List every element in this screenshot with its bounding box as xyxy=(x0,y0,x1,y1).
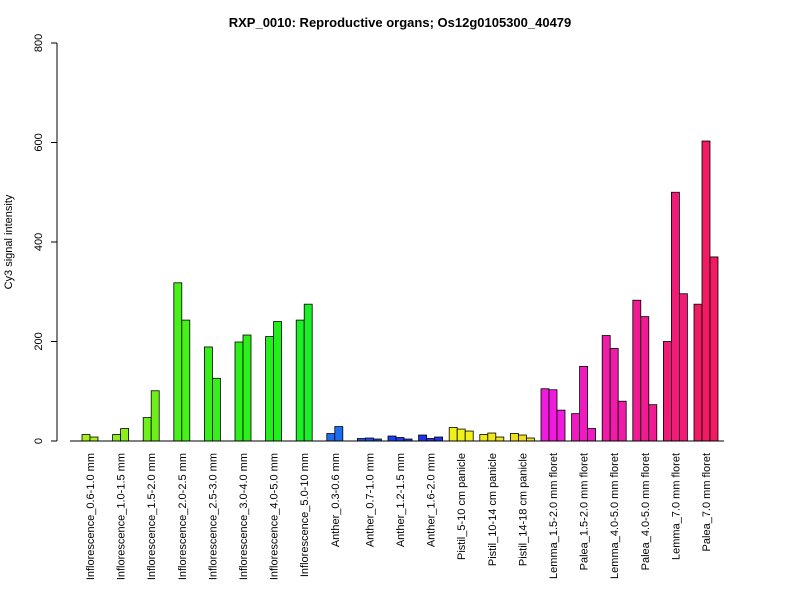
x-tick-label: Lemma_7.0 mm floret xyxy=(670,453,682,560)
x-tick-label: Palea_4.0-5.0 mm floret xyxy=(640,453,652,570)
bar xyxy=(709,256,719,442)
x-tick-label: Inflorescence_2.0-2.5 mm xyxy=(177,453,189,580)
x-tick-label: Anther_0.7-1.0 mm xyxy=(364,453,376,547)
x-tick-label: Palea_1.5-2.0 mm floret xyxy=(579,453,591,570)
bar xyxy=(211,377,221,442)
y-tick-label: 800 xyxy=(33,34,45,52)
bar xyxy=(663,341,672,442)
bar xyxy=(693,303,703,442)
bar xyxy=(303,303,313,442)
bar xyxy=(495,436,505,442)
bar xyxy=(601,335,611,442)
bar xyxy=(464,430,474,442)
x-tick-label: Inflorescence_2.5-3.0 mm xyxy=(207,453,219,580)
bar xyxy=(150,390,160,442)
bar xyxy=(632,299,642,442)
bar xyxy=(295,319,305,442)
bar xyxy=(112,434,121,442)
x-tick-label: Lemma_4.0-5.0 mm floret xyxy=(609,453,621,579)
x-tick-label: Anther_0.3-0.6 mm xyxy=(330,453,342,547)
bar xyxy=(418,434,428,442)
x-tick-label: Anther_1.2-1.5 mm xyxy=(395,453,407,547)
bar xyxy=(509,433,519,442)
bar xyxy=(587,428,596,442)
bar xyxy=(81,434,91,442)
x-tick-label: Palea_7.0 mm floret xyxy=(701,453,713,551)
x-tick-label: Inflorescence_1.0-1.5 mm xyxy=(116,453,128,580)
bar xyxy=(518,434,527,442)
bar xyxy=(609,348,619,442)
bar xyxy=(548,389,558,442)
x-axis: Inflorescence_0.6-1.0 mm Inflorescence_1.… xyxy=(70,440,724,580)
bar xyxy=(556,409,566,442)
x-tick-label: Lemma_1.5-2.0 mm floret xyxy=(548,453,560,579)
x-tick-label: Pistil_10-14 cm panicle xyxy=(487,453,499,566)
bar xyxy=(671,191,680,442)
bar xyxy=(395,437,405,442)
x-tick-label: Inflorescence_4.0-5.0 mm xyxy=(269,453,281,580)
bar xyxy=(487,432,497,442)
x-tick-label: Inflorescence_3.0-4.0 mm xyxy=(238,453,250,580)
x-tick-label: Inflorescence_0.6-1.0 mm xyxy=(85,453,97,580)
x-tick-label: Anther_1.6-2.0 mm xyxy=(426,453,438,547)
y-tick-label: 0 xyxy=(33,438,45,444)
y-axis: 0 200 400 600 800 xyxy=(33,34,58,444)
y-tick-label: 200 xyxy=(33,332,45,350)
bar xyxy=(265,336,275,442)
y-tick-label: 400 xyxy=(33,233,45,251)
bar xyxy=(181,319,191,442)
bar xyxy=(234,341,244,442)
bar xyxy=(273,321,283,442)
bar xyxy=(203,346,213,442)
bar xyxy=(648,404,658,442)
x-tick-label: Pistil_14-18 cm panicle xyxy=(517,453,529,566)
bar xyxy=(89,436,99,442)
bar xyxy=(326,433,336,442)
y-tick-label: 600 xyxy=(33,133,45,151)
bar xyxy=(387,435,397,442)
x-tick-label: Inflorescence_1.5-2.0 mm xyxy=(146,453,158,580)
bar xyxy=(640,316,650,442)
bar xyxy=(120,428,129,442)
bar xyxy=(456,428,466,442)
bar xyxy=(434,436,444,442)
bars xyxy=(81,140,719,442)
bar xyxy=(701,140,711,442)
y-axis-label: Cy3 signal intensity xyxy=(3,194,15,289)
bar xyxy=(142,417,152,442)
bar xyxy=(579,365,588,442)
bar xyxy=(173,282,183,442)
bar xyxy=(540,388,550,442)
bar xyxy=(334,426,344,442)
x-tick-label: Inflorescence_5.0-10 mm xyxy=(299,453,311,577)
chart-title: RXP_0010: Reproductive organs; Os12g0105… xyxy=(229,15,572,30)
bar xyxy=(448,427,458,442)
bar xyxy=(571,413,580,442)
bar xyxy=(679,293,688,442)
bar xyxy=(617,400,627,442)
bar xyxy=(242,334,252,442)
bar xyxy=(479,434,489,442)
x-tick-label: Pistil_5-10 cm panicle xyxy=(456,453,468,560)
